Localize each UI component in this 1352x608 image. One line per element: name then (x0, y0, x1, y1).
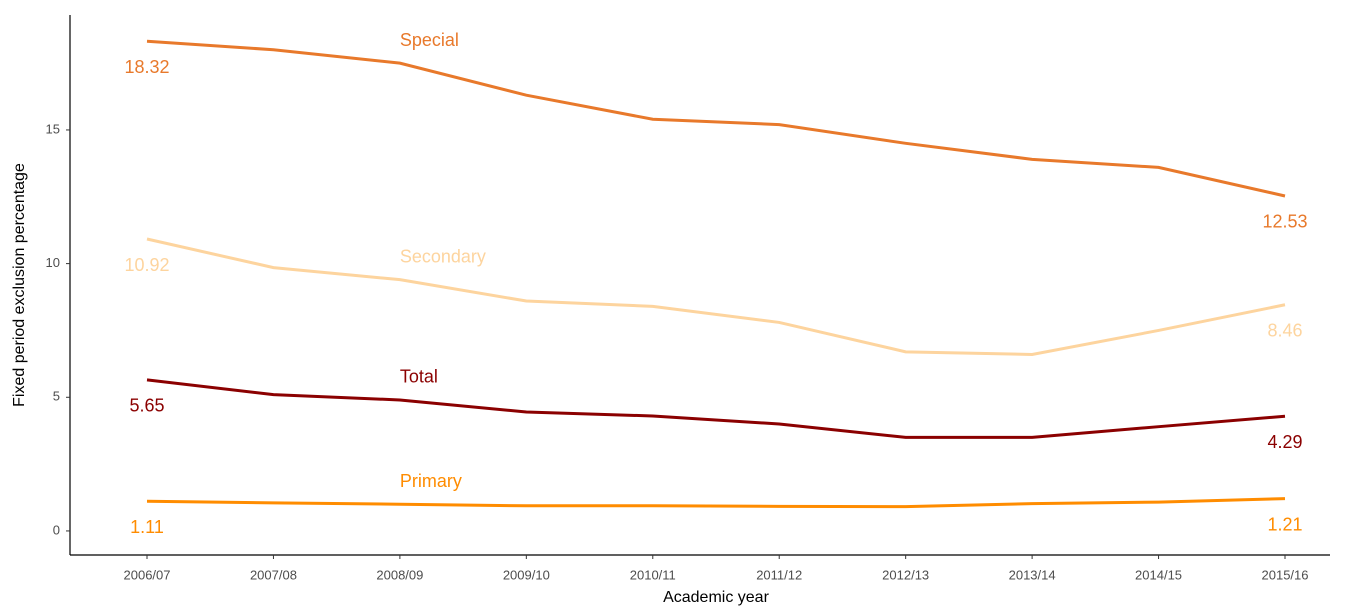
line (146, 237, 1286, 357)
x-tick-label: 2014/15 (1135, 567, 1182, 582)
x-tick-label: 2015/16 (1262, 567, 1309, 582)
line (146, 497, 1286, 509)
value-label: 10.92 (124, 255, 169, 275)
y-tick-label: 15 (46, 121, 60, 136)
y-tick-label: 10 (46, 255, 60, 270)
value-label: 18.32 (124, 57, 169, 77)
value-label: 1.11 (130, 517, 164, 537)
value-label: 8.46 (1267, 321, 1302, 341)
x-tick-label: 2006/07 (124, 567, 171, 582)
x-tick-label: 2010/11 (630, 567, 676, 582)
series-label: Secondary (400, 246, 486, 266)
series-label: Primary (400, 471, 462, 491)
x-axis-title: Academic year (663, 589, 769, 606)
series-label: Total (400, 367, 438, 387)
x-tick-label: 2008/09 (376, 567, 423, 582)
y-tick-label: 0 (53, 522, 60, 537)
y-tick-label: 5 (53, 389, 60, 404)
line (146, 378, 1286, 439)
series-label: Special (400, 30, 459, 50)
value-label: 12.53 (1262, 212, 1307, 232)
x-tick-label: 2009/10 (503, 567, 550, 582)
x-tick-label: 2011/12 (756, 567, 802, 582)
x-tick-label: 2013/14 (1009, 567, 1056, 582)
x-tick-label: 2012/13 (882, 567, 929, 582)
y-axis-title: Fixed period exclusion percentage (11, 163, 28, 407)
value-label: 4.29 (1267, 432, 1302, 452)
value-label: 5.65 (129, 396, 164, 416)
line (146, 39, 1286, 198)
value-label: 1.21 (1267, 514, 1302, 534)
x-tick-label: 2007/08 (250, 567, 297, 582)
